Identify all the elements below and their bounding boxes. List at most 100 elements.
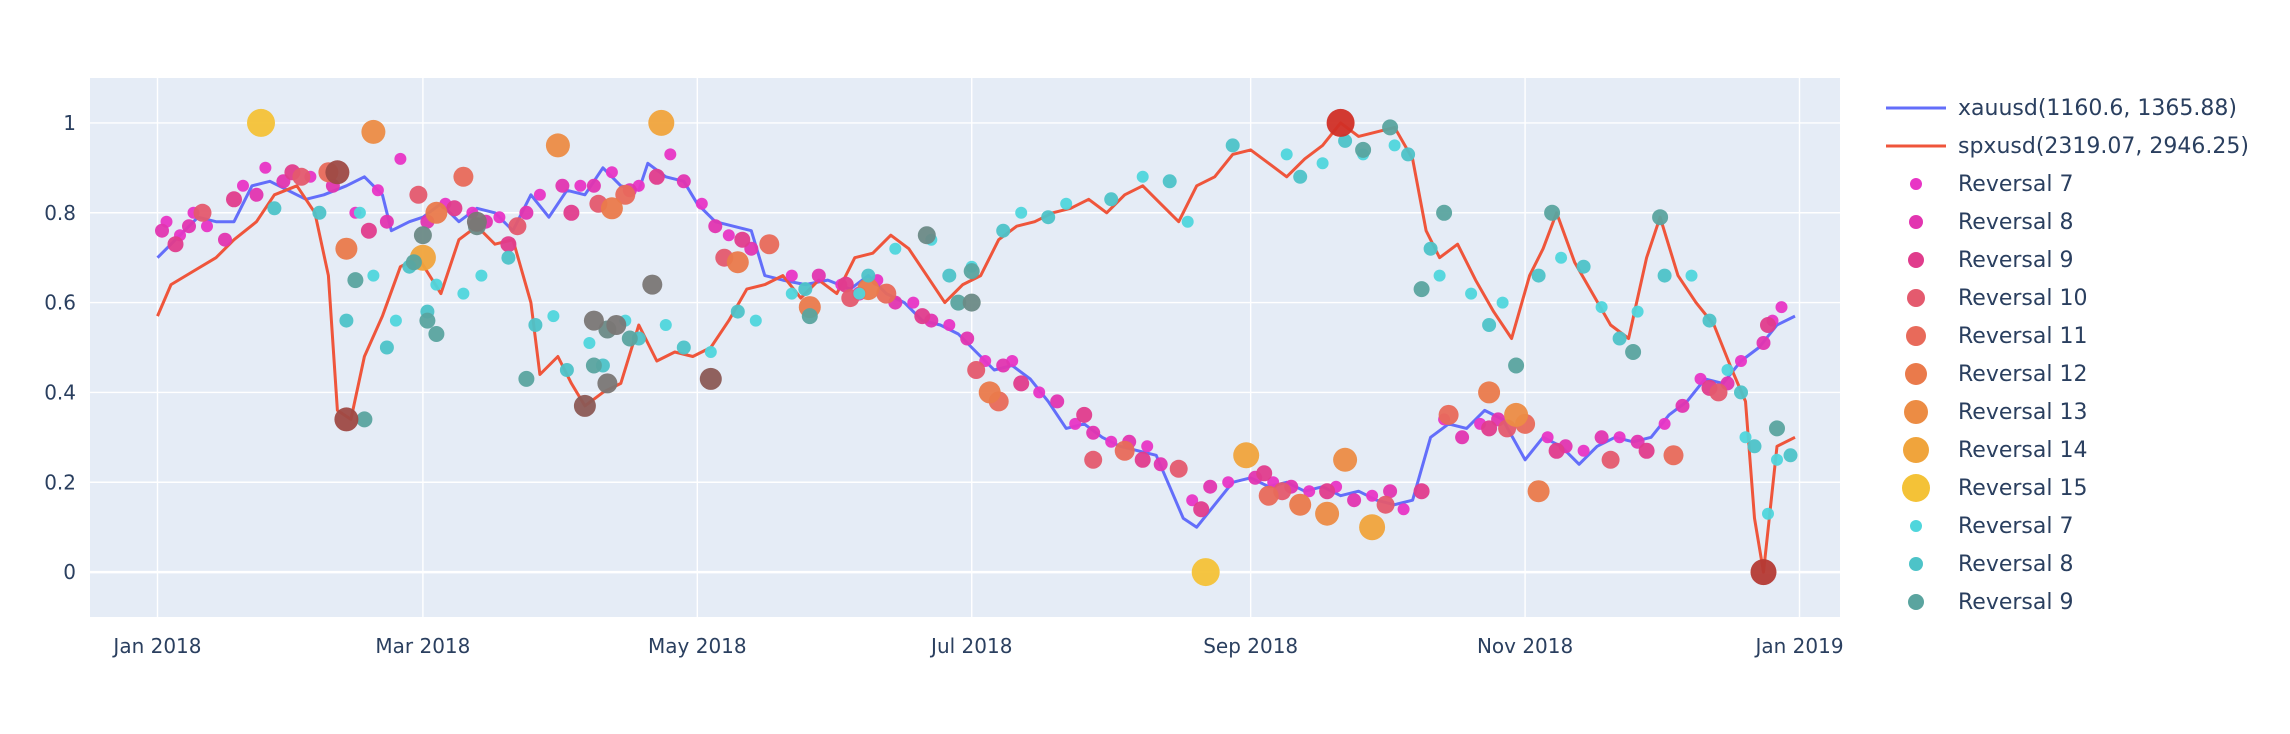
legend-item[interactable]: Reversal 8 bbox=[1909, 552, 2073, 577]
reversal-point bbox=[917, 226, 936, 245]
reversal-point bbox=[1413, 483, 1430, 500]
legend-item[interactable]: Reversal 10 bbox=[1907, 286, 2087, 311]
reversal-point bbox=[493, 211, 506, 224]
reversal-point bbox=[519, 205, 534, 220]
x-tick-label: Mar 2018 bbox=[375, 634, 470, 658]
reversal-point bbox=[695, 197, 708, 210]
reversal-point bbox=[347, 272, 364, 289]
reversal-point bbox=[1663, 445, 1684, 466]
reversal-point bbox=[226, 191, 242, 208]
reversal-point bbox=[545, 133, 570, 158]
reversal-point bbox=[574, 179, 587, 192]
reversal-point bbox=[389, 314, 402, 327]
reversal-point bbox=[648, 168, 665, 185]
reversal-point bbox=[1338, 133, 1353, 148]
reversal-point bbox=[247, 108, 275, 137]
legend-item[interactable]: Reversal 7 bbox=[1910, 172, 2073, 197]
legend-marker-swatch bbox=[1905, 363, 1927, 385]
reversal-point bbox=[1193, 501, 1210, 518]
reversal-point bbox=[1134, 451, 1151, 468]
legend[interactable]: xauusd(1160.6, 1365.88) spxusd(2319.07, 2… bbox=[1886, 96, 2249, 615]
legend-marker-swatch bbox=[1904, 400, 1928, 424]
reversal-point bbox=[446, 200, 463, 217]
reversal-point bbox=[1657, 268, 1672, 283]
reversal-point bbox=[334, 407, 359, 432]
reversal-point bbox=[1162, 174, 1177, 189]
reversal-point bbox=[371, 184, 384, 197]
reversal-point bbox=[801, 308, 818, 325]
legend-item[interactable]: Reversal 13 bbox=[1904, 400, 2087, 425]
reversal-point bbox=[1734, 385, 1748, 400]
reversal-point bbox=[1433, 269, 1446, 282]
legend-label: Reversal 7 bbox=[1958, 514, 2073, 539]
reversal-point bbox=[1013, 375, 1030, 392]
legend-item[interactable]: xauusd(1160.6, 1365.88) bbox=[1886, 96, 2237, 121]
reversal-point bbox=[563, 204, 580, 221]
reversal-point bbox=[676, 174, 691, 189]
y-tick-label: 0 bbox=[63, 560, 76, 584]
legend-marker-swatch bbox=[1909, 215, 1923, 229]
reversal-point bbox=[1169, 459, 1188, 478]
axis-layer: 0 0.2 0.4 0.6 0.8 1 Jan 2018 Mar 2018 May 2018 Ju… bbox=[44, 111, 1843, 658]
reversal-point bbox=[501, 250, 516, 265]
reversal-point bbox=[1478, 381, 1501, 404]
reversal-point bbox=[889, 242, 902, 255]
legend-item[interactable]: spxusd(2319.07, 2946.25) bbox=[1886, 134, 2249, 159]
reversal-point bbox=[708, 219, 723, 234]
reversal-point bbox=[1069, 417, 1082, 430]
reversal-point bbox=[1280, 148, 1293, 161]
reversal-point bbox=[1531, 268, 1546, 283]
reversal-point bbox=[942, 268, 957, 283]
legend-item[interactable]: Reversal 12 bbox=[1905, 362, 2087, 387]
reversal-point bbox=[586, 178, 601, 193]
reversal-point bbox=[394, 152, 407, 165]
reversal-point bbox=[453, 166, 474, 187]
legend-item[interactable]: Reversal 15 bbox=[1902, 474, 2087, 502]
reversal-point bbox=[963, 263, 980, 280]
reversal-point bbox=[413, 226, 432, 245]
reversal-point bbox=[1756, 336, 1771, 350]
reversal-point bbox=[1233, 442, 1260, 469]
reversal-point bbox=[1041, 210, 1056, 225]
y-tick-label: 0.8 bbox=[44, 201, 76, 225]
reversal-point bbox=[1326, 108, 1355, 137]
legend-item[interactable]: Reversal 11 bbox=[1906, 324, 2087, 349]
reversal-point bbox=[167, 236, 184, 253]
reversal-point bbox=[573, 394, 596, 417]
reversal-point bbox=[1347, 493, 1362, 508]
legend-label: Reversal 14 bbox=[1958, 438, 2087, 463]
reversal-point bbox=[405, 254, 422, 271]
reversal-point bbox=[962, 293, 981, 312]
reversal-point bbox=[1289, 493, 1312, 516]
legend-item[interactable]: Reversal 7 bbox=[1910, 514, 2073, 539]
reversal-point bbox=[798, 282, 813, 297]
legend-item[interactable]: Reversal 8 bbox=[1909, 210, 2073, 235]
reversal-point bbox=[353, 206, 366, 219]
legend-item[interactable]: Reversal 9 bbox=[1908, 248, 2073, 273]
legend-item[interactable]: Reversal 14 bbox=[1903, 437, 2087, 463]
reversal-point bbox=[664, 148, 677, 161]
reversal-point bbox=[466, 211, 487, 232]
reversal-point bbox=[218, 232, 232, 247]
reversal-point bbox=[419, 312, 436, 329]
reversal-point bbox=[749, 314, 762, 327]
reversal-point bbox=[583, 310, 604, 331]
legend-item[interactable]: Reversal 9 bbox=[1908, 590, 2073, 615]
reversal-point bbox=[1496, 296, 1509, 309]
reversal-point bbox=[267, 201, 282, 216]
reversal-point bbox=[1397, 503, 1410, 516]
legend-marker-swatch bbox=[1903, 437, 1929, 463]
legend-label: Reversal 8 bbox=[1958, 552, 2073, 577]
legend-marker-swatch bbox=[1910, 520, 1922, 532]
x-tick-label: Sep 2018 bbox=[1203, 634, 1298, 658]
reversal-point bbox=[1769, 420, 1785, 437]
reversal-point bbox=[1750, 559, 1777, 586]
reversal-point bbox=[659, 319, 672, 331]
reversal-point bbox=[960, 331, 975, 346]
reversal-point bbox=[585, 357, 602, 374]
reversal-point bbox=[1319, 483, 1336, 500]
reversal-point bbox=[1203, 479, 1218, 494]
reversal-point bbox=[1366, 489, 1379, 502]
reversal-point bbox=[642, 274, 663, 295]
